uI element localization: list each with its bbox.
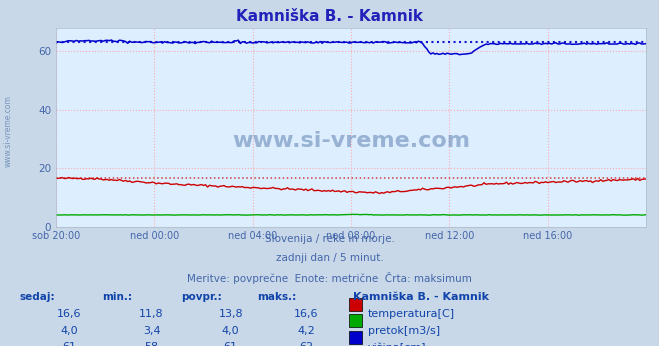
Text: 11,8: 11,8 bbox=[139, 309, 164, 319]
Text: Meritve: povprečne  Enote: metrične  Črta: maksimum: Meritve: povprečne Enote: metrične Črta:… bbox=[187, 272, 472, 284]
Text: 4,2: 4,2 bbox=[298, 326, 315, 336]
Text: min.:: min.: bbox=[102, 292, 132, 302]
Text: 4,0: 4,0 bbox=[222, 326, 239, 336]
Text: 16,6: 16,6 bbox=[294, 309, 319, 319]
Text: 13,8: 13,8 bbox=[218, 309, 243, 319]
Text: zadnji dan / 5 minut.: zadnji dan / 5 minut. bbox=[275, 253, 384, 263]
Text: Kamniška B. - Kamnik: Kamniška B. - Kamnik bbox=[353, 292, 488, 302]
Text: višina[cm]: višina[cm] bbox=[368, 342, 426, 346]
Text: povpr.:: povpr.: bbox=[181, 292, 222, 302]
Text: www.si-vreme.com: www.si-vreme.com bbox=[3, 95, 13, 167]
Text: 4,0: 4,0 bbox=[61, 326, 78, 336]
Text: www.si-vreme.com: www.si-vreme.com bbox=[232, 131, 470, 151]
Text: 62: 62 bbox=[299, 342, 314, 346]
Text: Kamniška B. - Kamnik: Kamniška B. - Kamnik bbox=[236, 9, 423, 24]
Text: 61: 61 bbox=[223, 342, 238, 346]
Text: 3,4: 3,4 bbox=[143, 326, 160, 336]
Text: sedaj:: sedaj: bbox=[20, 292, 55, 302]
Text: 61: 61 bbox=[62, 342, 76, 346]
Text: 58: 58 bbox=[144, 342, 159, 346]
Text: Slovenija / reke in morje.: Slovenija / reke in morje. bbox=[264, 234, 395, 244]
Text: 16,6: 16,6 bbox=[57, 309, 82, 319]
Text: pretok[m3/s]: pretok[m3/s] bbox=[368, 326, 440, 336]
Text: maks.:: maks.: bbox=[257, 292, 297, 302]
Text: temperatura[C]: temperatura[C] bbox=[368, 309, 455, 319]
